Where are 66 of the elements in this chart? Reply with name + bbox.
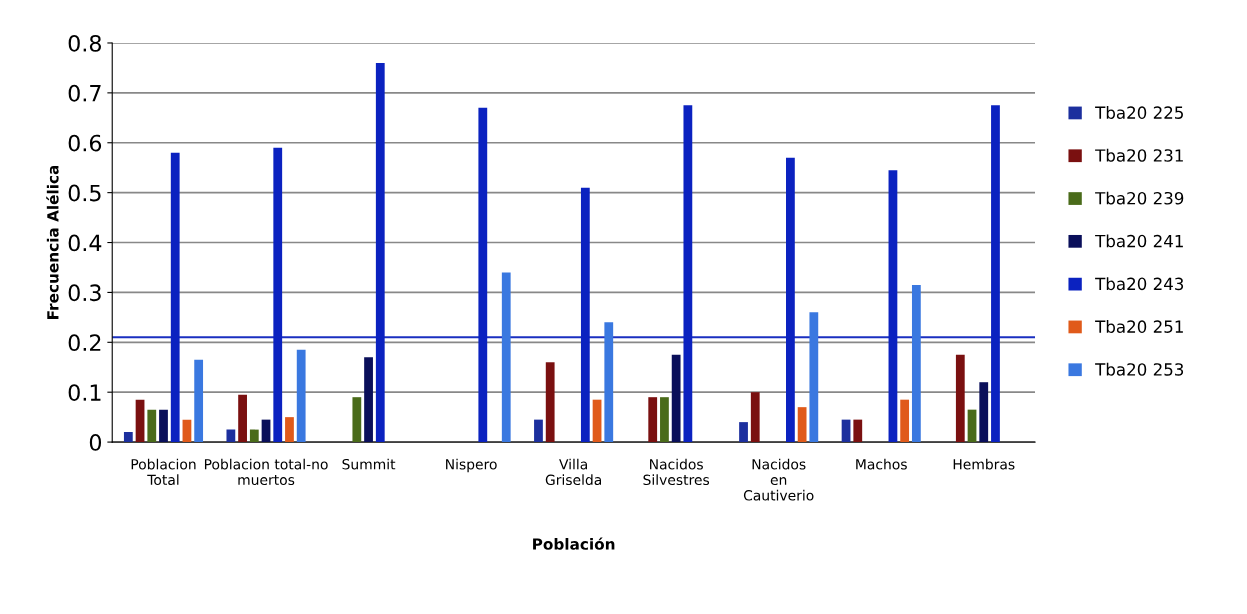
- bar: [750, 392, 760, 443]
- x-tick-label: Villa Griselda: [545, 458, 602, 486]
- y-axis-title: Frecuencia Alélica: [46, 165, 59, 319]
- bar: [226, 429, 236, 443]
- y-tick-label: 0.6: [68, 134, 102, 152]
- legend-label: Tba20 225: [1095, 106, 1183, 119]
- bar: [660, 397, 669, 443]
- bar: [170, 152, 180, 443]
- y-tick-label: 0: [89, 434, 102, 451]
- bar: [135, 399, 145, 443]
- x-axis-title: Población: [533, 537, 615, 550]
- y-tick-label: 0.7: [68, 84, 101, 102]
- bar: [285, 417, 294, 443]
- bar: [900, 399, 910, 443]
- bar: [364, 357, 373, 443]
- bar: [580, 187, 590, 443]
- legend-label: Tba20 253: [1095, 362, 1184, 376]
- bar: [604, 322, 614, 443]
- bar: [123, 432, 133, 443]
- bar: [809, 312, 819, 443]
- bar: [739, 422, 748, 443]
- x-tick-label: Nacidos Silvestres: [643, 458, 710, 486]
- legend-label: Tba20 243: [1095, 277, 1184, 291]
- x-tick-label: Poblacion Total: [131, 458, 196, 486]
- x-tick-label: Machos: [856, 458, 907, 470]
- bar: [888, 170, 898, 443]
- bar: [501, 272, 511, 443]
- x-tick-label: Nacidos en Cautiverio: [743, 458, 814, 501]
- y-tick-label: 0.5: [68, 184, 101, 202]
- bar: [352, 397, 362, 443]
- y-tick-label: 0.2: [68, 334, 101, 352]
- y-tick-label: 0.8: [68, 34, 101, 52]
- y-tick-label: 0.4: [68, 234, 102, 252]
- bar: [375, 62, 385, 443]
- bar: [683, 105, 693, 443]
- legend-label: Tba20 231: [1095, 148, 1183, 162]
- bar: [671, 354, 681, 443]
- x-tick-label: Nispero: [446, 458, 497, 473]
- bar: [194, 359, 204, 443]
- bar: [853, 419, 863, 443]
- bar: [159, 409, 168, 443]
- bar: [534, 419, 543, 443]
- y-tick-label: 0.1: [68, 384, 101, 401]
- y-tick-label: 0.3: [68, 284, 101, 302]
- bar: [238, 394, 247, 443]
- bar: [786, 157, 795, 443]
- bar: [991, 105, 1000, 443]
- bar: [478, 107, 488, 443]
- bar: [545, 362, 555, 443]
- bar: [955, 354, 965, 443]
- bar: [797, 407, 807, 443]
- bar: [648, 397, 658, 443]
- bar: [979, 382, 989, 443]
- bar: [967, 409, 977, 443]
- legend-label: Tba20 251: [1095, 320, 1183, 333]
- legend-label: Tba20 239: [1095, 191, 1184, 205]
- bar: [147, 409, 157, 443]
- x-tick-label: Hembras: [953, 458, 1015, 470]
- x-tick-label: Summit: [342, 458, 396, 470]
- legend-label: Tba20 241: [1095, 234, 1183, 248]
- bar: [273, 147, 283, 443]
- x-tick-label: Poblacion total-no muertos: [204, 458, 328, 486]
- bar: [592, 399, 602, 443]
- bar: [911, 284, 921, 443]
- bar: [296, 349, 306, 443]
- bar: [249, 429, 259, 443]
